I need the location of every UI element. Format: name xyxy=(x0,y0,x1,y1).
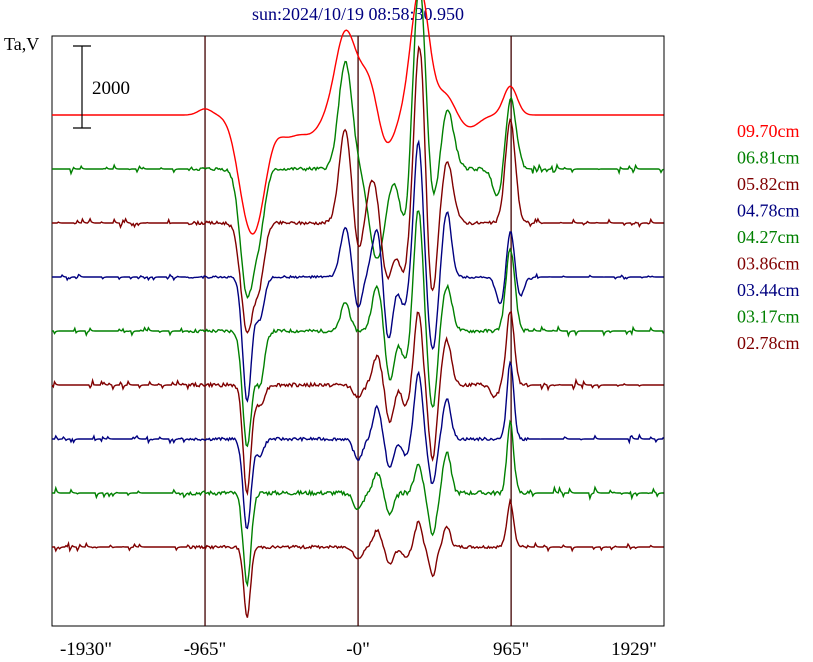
legend-entry-04.27cm: 04.27cm xyxy=(737,227,800,247)
x-tick-label-0: -1930" xyxy=(60,639,112,660)
scale-bar: 2000 xyxy=(73,45,130,129)
x-tick-labels: -1930" -965" -0" 965" 1929" xyxy=(60,639,657,660)
trace-04.78cm xyxy=(52,139,664,403)
trace-05.82cm xyxy=(52,45,664,334)
legend-entry-05.82cm: 05.82cm xyxy=(737,174,800,194)
trace-04.27cm xyxy=(52,210,665,448)
y-axis-label: Ta,V xyxy=(4,34,39,54)
legend-entry-02.78cm: 02.78cm xyxy=(737,333,800,353)
legend-entry-06.81cm: 06.81cm xyxy=(737,148,800,168)
chart-title: sun:2024/10/19 08:58:30.950 xyxy=(252,4,464,24)
trace-03.44cm xyxy=(52,360,665,530)
trace-02.78cm xyxy=(52,498,664,618)
legend-entry-03.17cm: 03.17cm xyxy=(737,307,800,327)
x-tick-label-1: -965" xyxy=(184,639,227,660)
trace-06.81cm xyxy=(52,0,664,300)
legend-entry-03.86cm: 03.86cm xyxy=(737,254,800,274)
trace-03.17cm xyxy=(52,419,664,588)
trace-03.86cm xyxy=(51,311,664,497)
legend-entry-04.78cm: 04.78cm xyxy=(737,201,800,221)
scale-bar-label: 2000 xyxy=(92,78,130,99)
x-tick-label-2: -0" xyxy=(346,639,370,660)
legend-entry-03.44cm: 03.44cm xyxy=(737,280,800,300)
legend-entry-09.70cm: 09.70cm xyxy=(737,121,800,141)
x-tick-label-3: 965" xyxy=(493,639,529,660)
trace-09.70cm xyxy=(52,0,664,235)
x-tick-label-4: 1929" xyxy=(611,639,657,660)
traces-group xyxy=(51,0,665,618)
legend: 09.70cm 06.81cm 05.82cm 04.78cm 04.27cm 03.86… xyxy=(737,121,800,353)
